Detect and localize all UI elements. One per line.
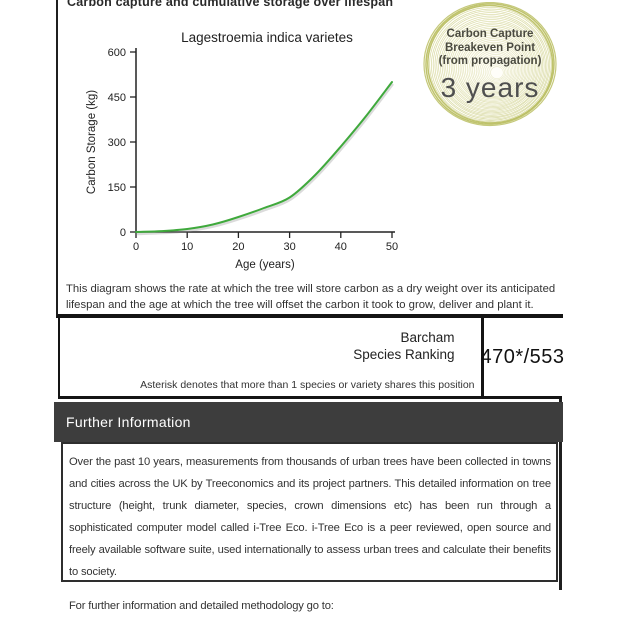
section-title: Carbon capture and cumulative storage ov… <box>67 0 394 9</box>
ranking-value: 470*/553 <box>480 345 565 368</box>
svg-text:10: 10 <box>181 241 193 253</box>
svg-text:0: 0 <box>133 241 139 253</box>
ranking-label: Species Ranking <box>353 347 455 362</box>
asterisk-note: Asterisk denotes that more than 1 specie… <box>140 379 475 391</box>
badge-caption-line3: (from propagation) <box>438 55 542 67</box>
carbon-storage-chart: Lagestroemia indica varietes015030045060… <box>86 30 398 271</box>
document-body: Carbon capture and cumulative storage ov… <box>54 0 564 612</box>
breakeven-value: 3 years <box>440 72 540 103</box>
svg-text:300: 300 <box>108 137 126 149</box>
further-info-header: Further Information <box>54 402 563 442</box>
species-ranking-section: Barcham Species Ranking Asterisk denotes… <box>57 318 564 399</box>
further-info-box: Over the past 10 years, measurements fro… <box>61 442 558 612</box>
svg-text:0: 0 <box>120 227 126 239</box>
badge-caption-line1: Carbon Capture <box>446 28 534 40</box>
ranking-title: Barcham Species Ranking <box>353 329 454 363</box>
svg-text:20: 20 <box>232 241 244 253</box>
badge-caption: Carbon Capture Breakeven Point (from pro… <box>422 28 558 69</box>
svg-text:150: 150 <box>108 182 126 194</box>
svg-text:40: 40 <box>335 241 347 253</box>
chart-section: Carbon capture and cumulative storage ov… <box>56 0 563 318</box>
breakeven-badge: Carbon Capture Breakeven Point (from pro… <box>422 2 558 130</box>
svg-text:50: 50 <box>386 241 398 253</box>
badge-caption-line2: Breakeven Point <box>444 41 536 54</box>
ranking-divider <box>480 318 484 396</box>
ranking-label-cell: Barcham Species Ranking Asterisk denotes… <box>60 318 481 396</box>
svg-text:Age (years): Age (years) <box>235 259 295 271</box>
methodology-link-line: For further information and detailed met… <box>69 600 334 612</box>
svg-text:Carbon Storage (kg): Carbon Storage (kg) <box>86 90 98 194</box>
svg-text:600: 600 <box>108 47 126 59</box>
ranking-value-cell: 470*/553 <box>480 318 564 396</box>
further-info-heading: Further Information <box>66 414 191 430</box>
tree-rings-icon <box>423 2 557 127</box>
svg-text:Lagestroemia indica varietes: Lagestroemia indica varietes <box>181 30 353 45</box>
chart-description: This diagram shows the rate at which the… <box>66 283 556 311</box>
svg-text:450: 450 <box>108 92 126 104</box>
svg-text:30: 30 <box>283 241 295 253</box>
further-info-paragraph: Over the past 10 years, measurements fro… <box>69 456 551 578</box>
ranking-org: Barcham <box>400 330 455 345</box>
